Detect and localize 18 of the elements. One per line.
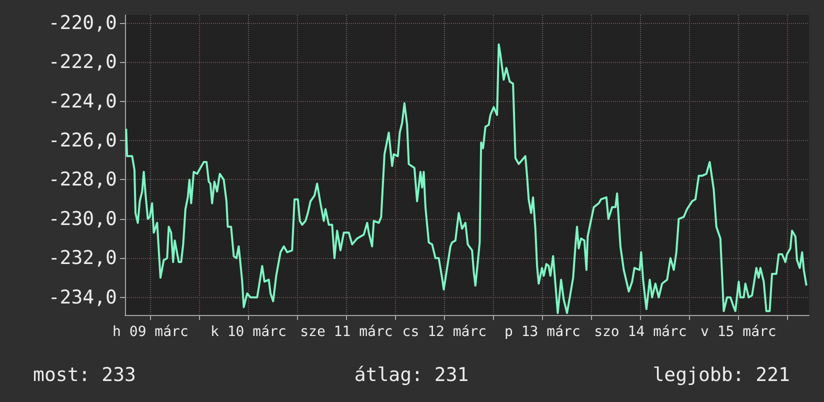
x-tick-label: v 15 márc <box>700 324 776 340</box>
x-tick-label: p 13 márc <box>504 324 580 340</box>
text: átlag: 231 <box>354 364 469 386</box>
x-tick-label: cs 12 márc <box>402 324 487 340</box>
y-tick-label: -220,0 <box>48 12 117 34</box>
y-tick-label: -232,0 <box>48 247 117 270</box>
y-tick-label: -230,0 <box>48 208 117 230</box>
x-tick-label: szo 14 márc <box>594 324 687 340</box>
x-tick-label: sze 11 márc <box>300 324 393 340</box>
y-tick-label: -226,0 <box>48 129 117 152</box>
text: legjobb: 221 <box>652 364 790 386</box>
y-tick-label: -222,0 <box>48 51 117 74</box>
y-tick-label: -228,0 <box>48 168 117 191</box>
x-tick-label: h 09 márc <box>112 324 188 340</box>
x-tick-label: k 10 márc <box>210 324 286 340</box>
text: most: 233 <box>33 364 136 386</box>
y-tick-label: -234,0 <box>48 286 117 308</box>
y-tick-label: -224,0 <box>48 90 117 112</box>
